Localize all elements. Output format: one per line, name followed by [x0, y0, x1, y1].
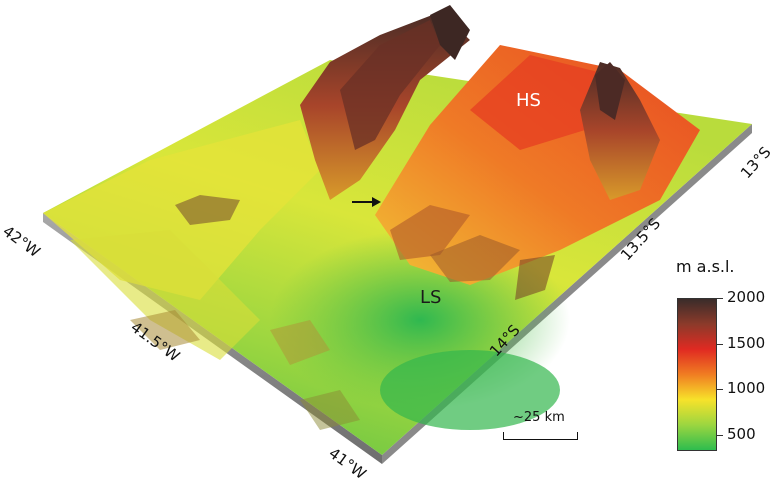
- legend-tick: [717, 435, 723, 436]
- scale-bar: [503, 432, 578, 440]
- scale-bar-label: ~25 km: [513, 410, 565, 425]
- legend-tick-label: 2000: [727, 288, 766, 306]
- legend-title: m a.s.l.: [676, 257, 735, 276]
- legend-tick: [717, 298, 723, 299]
- legend-tick: [717, 389, 723, 390]
- region-label-high: HS: [516, 90, 541, 111]
- region-label-low: LS: [420, 287, 442, 308]
- legend-color-bar: [677, 298, 717, 451]
- arrow-right-icon: [352, 197, 381, 207]
- legend-tick-label: 1000: [727, 379, 766, 397]
- legend-tick-label: 500: [727, 425, 756, 443]
- legend-tick: [717, 344, 723, 345]
- legend-tick-label: 1500: [727, 334, 766, 352]
